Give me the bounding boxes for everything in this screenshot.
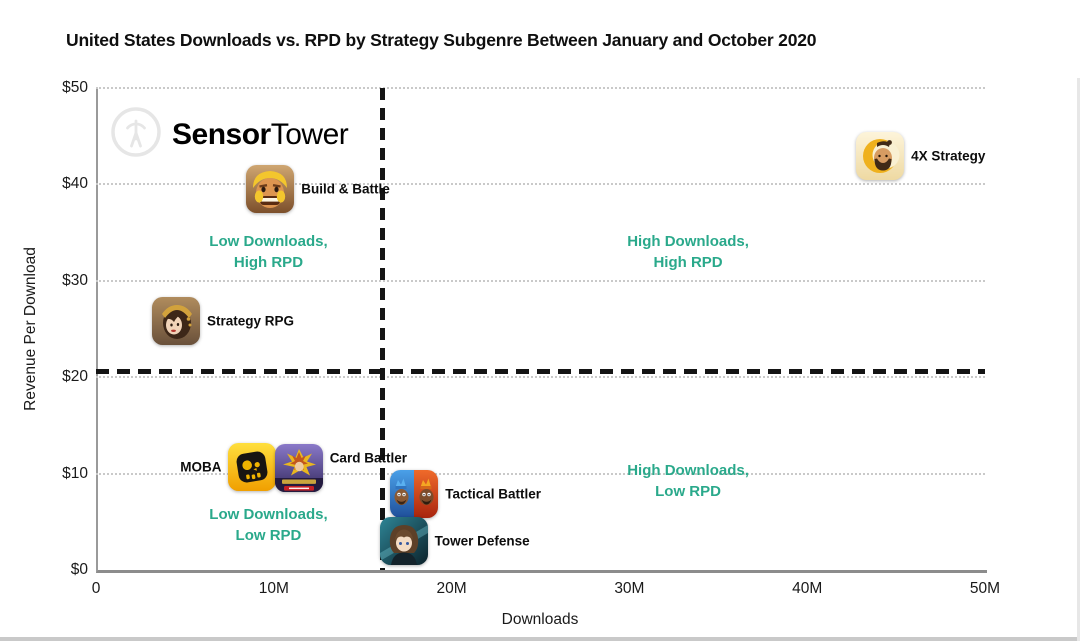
y-gridline [96,87,985,89]
y-gridline [96,376,985,379]
x-tick-label: 50M [969,580,1001,597]
quadrant-label: High Downloads, Low RPD [568,460,808,502]
x-axis-title: Downloads [501,611,579,628]
4x-strategy-app-icon [856,132,905,181]
quadrant-label-line: Low RPD [235,526,302,544]
y-tick-label: $50 [62,79,88,96]
quadrant-label-line: Low Downloads, [209,232,328,250]
plot-area [96,88,987,573]
watermark: SensorTower [110,106,349,163]
card-battler-app-icon [274,443,323,492]
horizontal-divider-line [96,368,985,374]
x-tick-label: 10M [258,580,289,597]
quadrant-label-line: Low RPD [655,483,721,501]
point-label: Tactical Battler [445,486,542,502]
point-label: Build & Battle [301,181,390,197]
x-tick-label: 40M [792,580,823,597]
quadrant-label-line: High Downloads, [627,462,749,480]
y-gridline [96,183,985,186]
x-tick-label: 0 [91,580,101,597]
y-gridline [96,472,985,475]
point-label: Strategy RPG [207,313,295,329]
quadrant-label-line: High RPD [233,253,304,271]
quadrant-label-line: Low Downloads, [209,505,328,523]
strategy-rpg-app-icon [152,297,200,346]
y-tick-label: $0 [70,561,88,578]
y-axis-title: Revenue Per Download [22,247,39,411]
point-label: 4X Strategy [911,148,986,164]
y-gridline [96,279,985,282]
bottom-edge-strip [0,637,1080,641]
point-label: Card Battler [329,450,407,466]
tower-defense-app-icon [379,517,428,566]
sensortower-logo-icon [110,106,162,163]
y-tick-label: $30 [62,271,88,289]
y-tick-label: $10 [62,464,88,482]
point-label: MOBA [180,459,222,475]
x-tick-label: 30M [614,580,645,597]
x-tick-label: 20M [436,580,467,597]
chart-title: United States Downloads vs. RPD by Strat… [66,30,817,50]
quadrant-label: Low Downloads, High RPD [148,231,388,273]
y-tick-label: $40 [62,175,88,193]
build-battle-app-icon [246,165,295,214]
watermark-brand-light: Tower [270,117,349,151]
y-tick-label: $20 [62,368,88,386]
vertical-divider-line [379,88,385,570]
moba-app-icon [228,442,277,491]
right-edge-strip [1077,78,1080,641]
quadrant-label-line: High Downloads, [627,232,749,250]
quadrant-label-line: High RPD [653,253,723,271]
tactical-battler-app-icon [390,469,439,518]
quadrant-label: High Downloads, High RPD [568,231,808,273]
watermark-brand-bold: Sensor [172,117,271,151]
watermark-text: SensorTower [172,117,349,152]
point-label: Tower Defense [434,533,530,549]
quadrant-label: Low Downloads, Low RPD [148,504,388,546]
